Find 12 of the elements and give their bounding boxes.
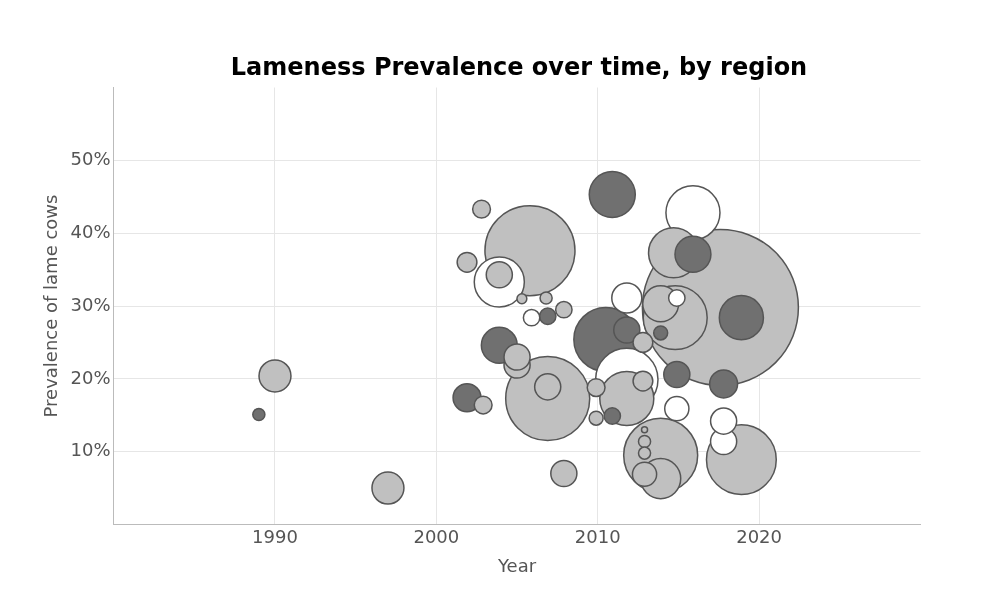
x-tick-label: 2000 xyxy=(413,525,460,547)
x-tick-label: 1990 xyxy=(252,525,298,547)
y-tick-label: 30% xyxy=(70,293,111,315)
x-axis-title: Year xyxy=(497,554,537,576)
x-tick-label: 2010 xyxy=(574,525,621,547)
y-tick-label: 20% xyxy=(70,366,111,388)
x-tick-label: 2020 xyxy=(736,525,783,547)
y-tick-label: 10% xyxy=(70,439,111,461)
y-tick-label: 40% xyxy=(70,220,111,242)
y-tick-label: 50% xyxy=(70,148,111,170)
chart-title: Lameness Prevalence over time, by region xyxy=(230,53,808,82)
y-axis-title: Prevalence of lame cows xyxy=(40,194,62,418)
